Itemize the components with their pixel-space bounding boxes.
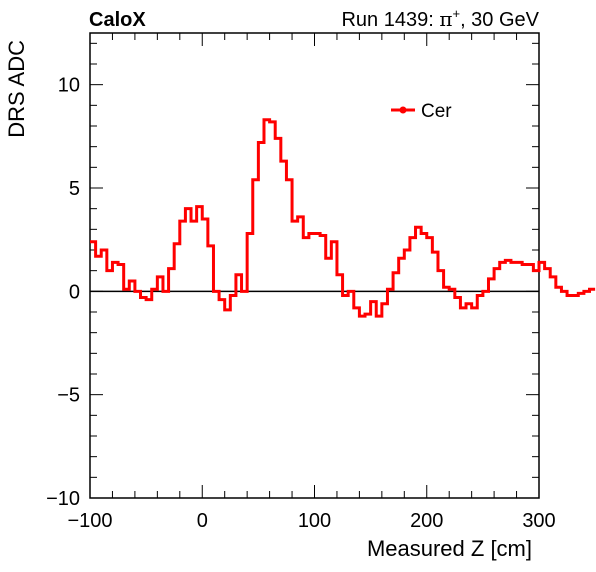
- y-tick-label: −10: [46, 488, 80, 510]
- plot-frame: [89, 32, 540, 499]
- beam-energy: , 30 GeV: [460, 9, 540, 31]
- brand-label: CaloX: [89, 9, 146, 31]
- y-tick-label: 10: [58, 75, 80, 97]
- axis-ticks: [89, 33, 540, 499]
- legend-marker-cer: [399, 106, 407, 114]
- x-tick-label: 200: [410, 510, 443, 532]
- run-label: Run 1439:: [341, 9, 433, 31]
- run-info: Run 1439: π+, 30 GeV: [341, 6, 539, 31]
- y-tick-label: 0: [69, 281, 80, 303]
- x-tick-label: 100: [298, 510, 331, 532]
- x-axis-label: Measured Z [cm]: [367, 536, 532, 561]
- particle-charge: +: [452, 6, 460, 21]
- x-tick-label: 300: [522, 510, 555, 532]
- legend: Cer: [391, 101, 452, 122]
- y-axis-label: DRS ADC: [4, 40, 29, 138]
- y-tick-label: −5: [57, 385, 80, 407]
- x-tick-label: 0: [197, 510, 208, 532]
- x-tick-label: −100: [67, 510, 112, 532]
- y-tick-labels: −10 −5 0 5 10: [46, 75, 80, 510]
- y-tick-label: 5: [69, 178, 80, 200]
- x-tick-labels: −100 0 100 200 300: [67, 510, 555, 532]
- legend-label-cer: Cer: [421, 101, 452, 122]
- series-cer-line: [90, 118, 596, 318]
- particle-symbol: π: [439, 7, 452, 31]
